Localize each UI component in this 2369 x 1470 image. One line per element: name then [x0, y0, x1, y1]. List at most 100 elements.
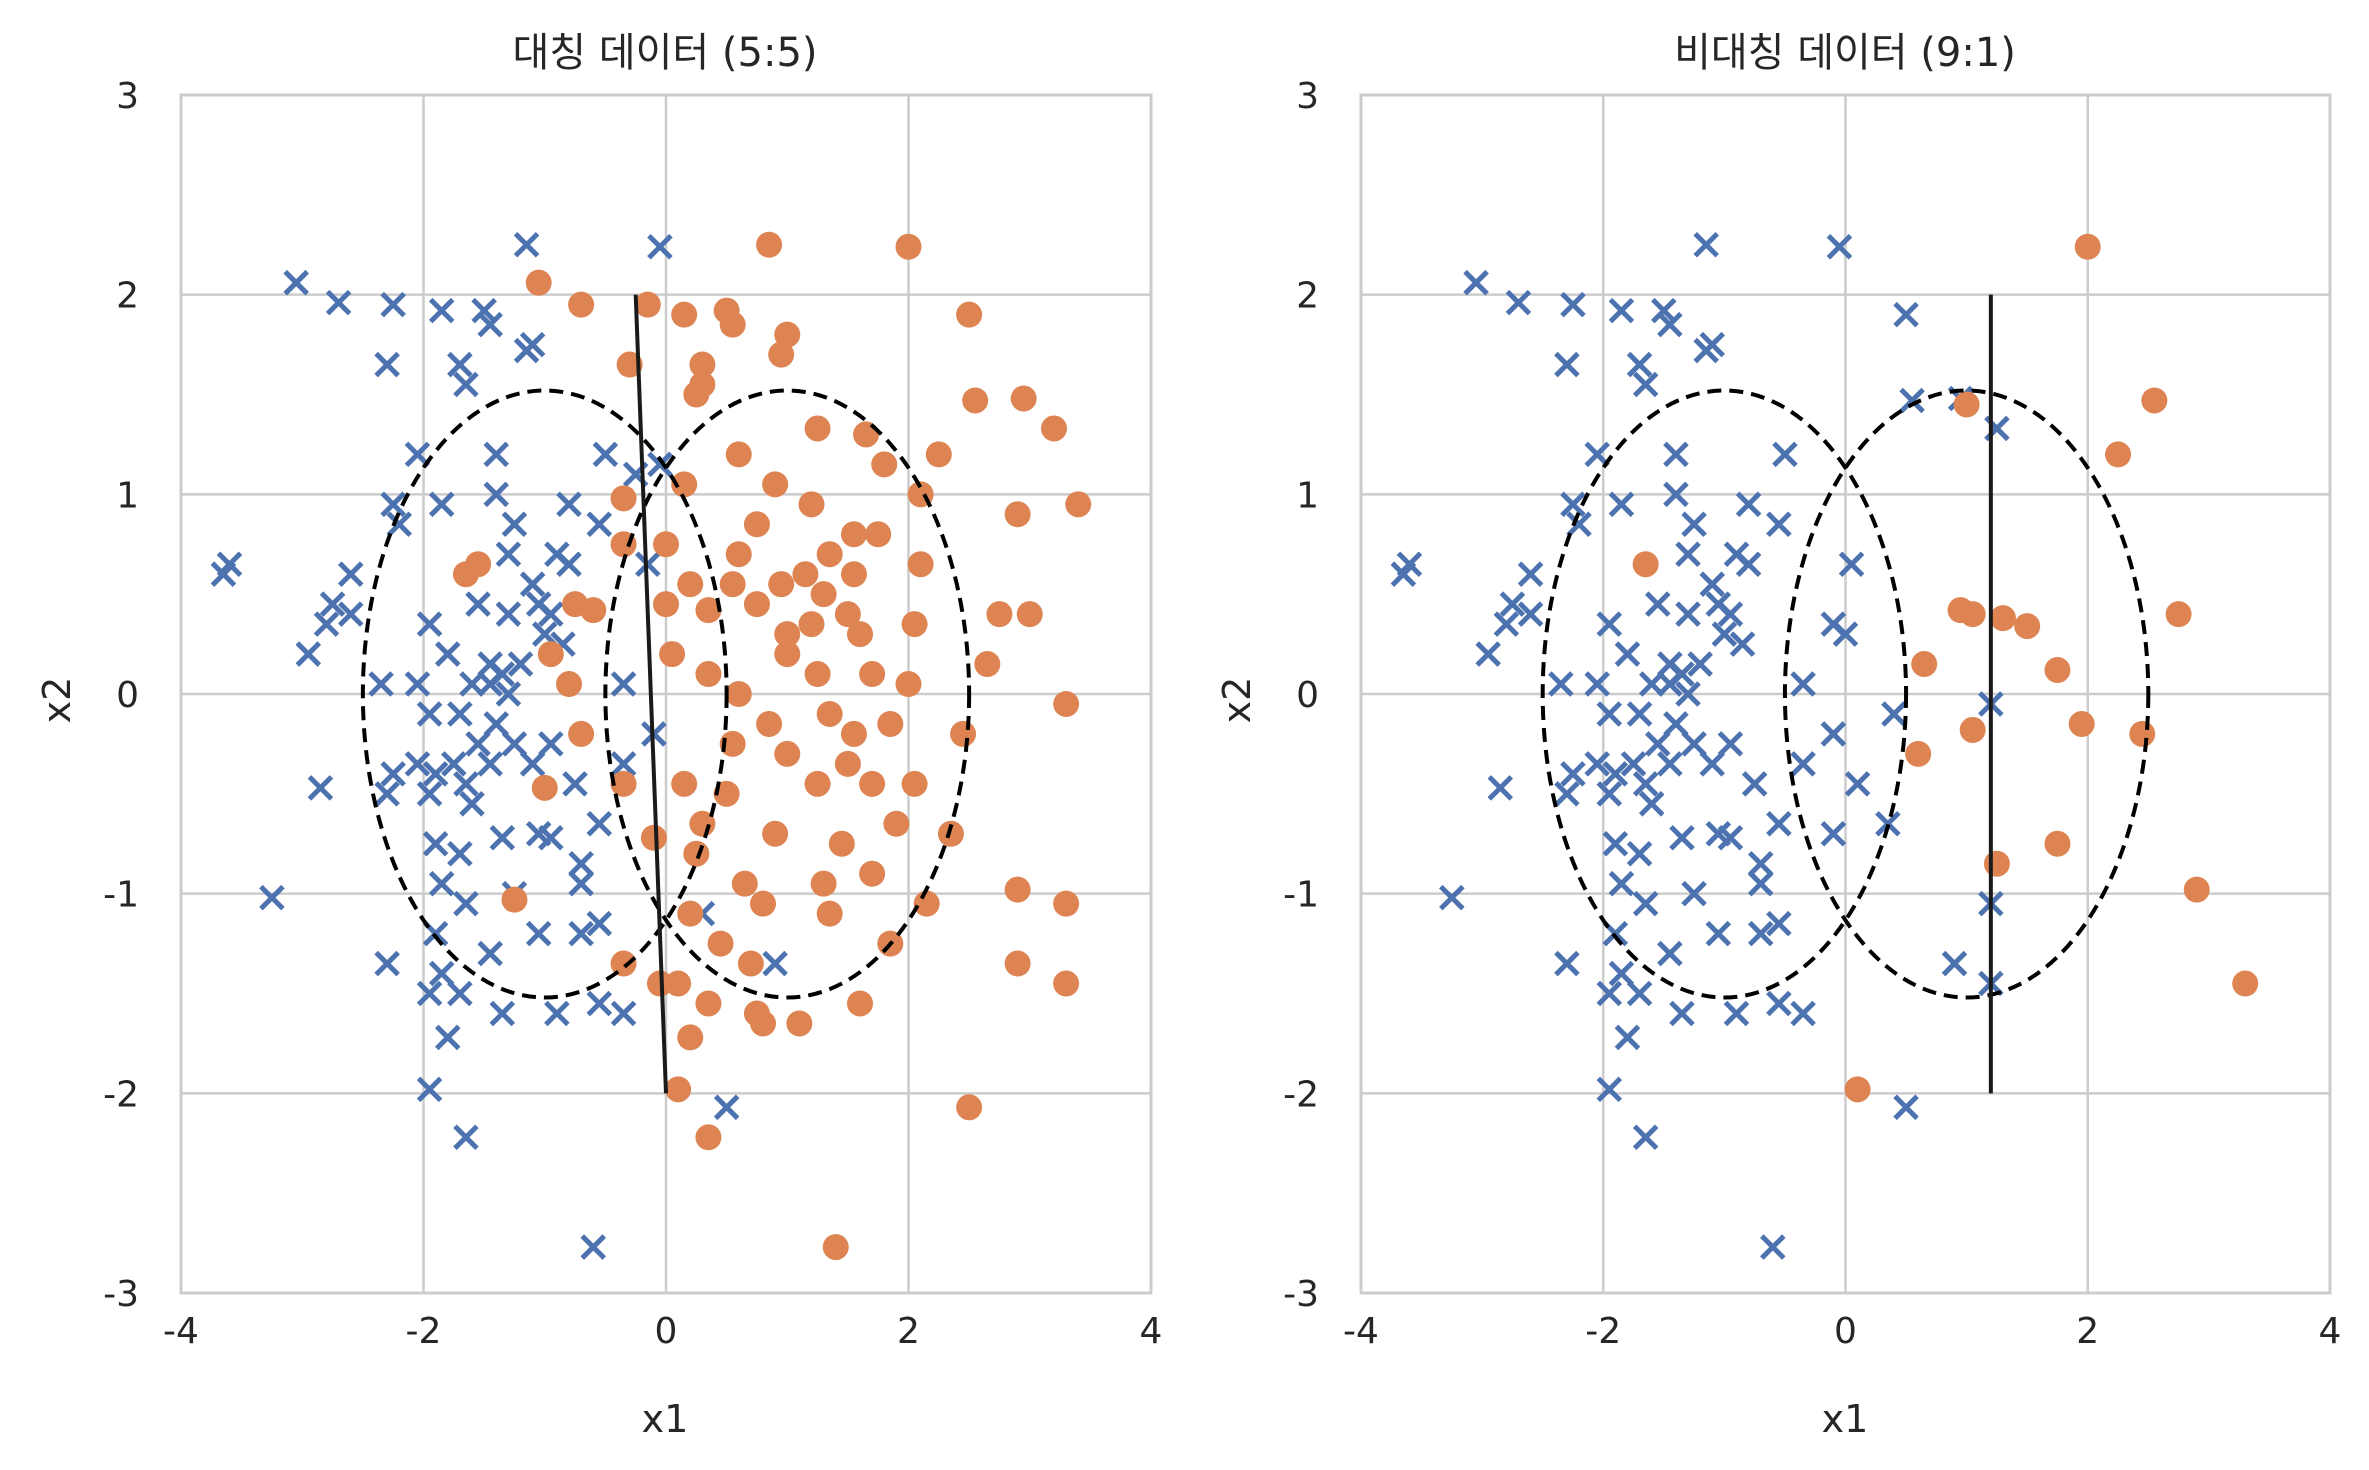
left-point-class0-x: [459, 791, 485, 817]
left-point-class1-dot: [677, 1024, 704, 1051]
left-point-class1-dot: [671, 301, 698, 328]
right-point-class0-x: [1614, 1024, 1641, 1051]
right-point-class0-x: [1699, 751, 1726, 777]
right-x-axis-label: x1: [1822, 1397, 1869, 1441]
left-y-tick-label: 1: [116, 475, 139, 516]
right-point-class0-x: [1838, 551, 1865, 577]
left-point-class0-x: [380, 291, 406, 318]
right-point-class0-x: [1717, 824, 1744, 851]
left-point-class1-dot: [840, 521, 867, 548]
left-point-class0-x: [489, 1000, 516, 1027]
right-point-class0-x: [1554, 351, 1580, 378]
left-point-class0-x: [610, 671, 637, 697]
left-point-class0-x: [337, 561, 364, 587]
right-point-class0-x: [1626, 980, 1653, 1007]
right-point-class0-x: [1669, 1000, 1695, 1027]
right-point-class0-x: [1596, 611, 1623, 637]
left-point-class1-dot: [859, 860, 886, 887]
left-point-class1-dot: [1053, 970, 1080, 997]
right-point-class0-x: [1711, 621, 1738, 647]
left-point-class1-dot: [653, 531, 679, 558]
left-point-class0-x: [380, 761, 406, 787]
left-point-class0-x: [489, 824, 516, 851]
right-y-tick-label: 0: [1296, 675, 1319, 716]
left-point-class1-dot: [792, 561, 819, 588]
right-point-class1-dot: [1953, 391, 1980, 418]
left-point-class0-x: [562, 771, 588, 797]
left-point-class1-dot: [750, 1010, 776, 1037]
right-point-class0-x: [1747, 850, 1774, 877]
right-point-class0-x: [1747, 870, 1774, 897]
right-point-class1-dot: [1959, 716, 1986, 743]
left-point-class0-x: [519, 571, 546, 597]
right-y-tick-label: 2: [1296, 276, 1319, 317]
right-point-class0-x: [1723, 1000, 1750, 1027]
right-point-class0-x: [1681, 731, 1707, 757]
left-point-class1-dot: [810, 581, 837, 608]
right-point-class0-x: [1548, 671, 1574, 697]
left-x-tick-label: -4: [163, 1311, 199, 1352]
left-point-class0-x: [404, 671, 431, 697]
right-point-class1-dot: [1632, 551, 1659, 578]
left-point-class1-dot: [768, 571, 795, 598]
right-y-tick-label: -3: [1283, 1274, 1319, 1315]
left-point-class0-x: [477, 751, 503, 777]
right-point-class0-x: [1602, 830, 1629, 857]
left-points-layer: [210, 231, 1092, 1261]
left-point-class0-x: [368, 671, 394, 697]
left-point-class0-x: [259, 884, 285, 911]
left-point-class1-dot: [822, 1234, 849, 1261]
left-point-class1-dot: [986, 601, 1013, 628]
left-point-class1-dot: [1004, 950, 1031, 977]
right-y-tick-label: 3: [1296, 76, 1319, 117]
left-point-class1-dot: [956, 1094, 983, 1121]
left-point-class1-dot: [859, 770, 886, 797]
left-point-class1-dot: [731, 870, 758, 897]
right-point-class0-x: [1681, 880, 1707, 907]
right-point-class0-x: [1693, 337, 1719, 364]
left-point-class1-dot: [925, 441, 952, 468]
left-point-class0-x: [428, 960, 455, 987]
left-point-class0-x: [713, 1094, 740, 1121]
right-point-class0-x: [1790, 1000, 1816, 1027]
left-point-class0-x: [374, 950, 400, 977]
left-point-class0-x: [447, 980, 473, 1007]
left-point-class1-dot: [853, 421, 880, 448]
right-x-tick-label: 4: [2319, 1311, 2342, 1352]
left-y-tick-label: 2: [116, 276, 139, 317]
right-point-class0-x: [1608, 960, 1635, 987]
right-point-class0-x: [1729, 631, 1756, 657]
left-point-class1-dot: [847, 621, 873, 648]
right-point-class0-x: [1760, 1234, 1786, 1260]
right-point-class0-x: [1899, 387, 1925, 414]
right-point-class0-x: [1766, 990, 1792, 1017]
left-point-class0-x: [568, 870, 594, 897]
left-point-class0-x: [447, 840, 473, 867]
left-point-class1-dot: [810, 870, 837, 897]
left-point-class1-dot: [798, 611, 825, 638]
right-point-class0-x: [1596, 1076, 1623, 1103]
right-point-class0-x: [1772, 441, 1798, 468]
left-point-class1-dot: [465, 551, 492, 578]
right-point-class0-x: [1608, 491, 1635, 518]
left-point-class1-dot: [834, 601, 861, 628]
left-point-class1-dot: [671, 770, 698, 797]
right-point-class0-x: [1487, 775, 1514, 801]
right-point-class0-x: [1675, 601, 1701, 627]
left-point-class1-dot: [1041, 415, 1067, 442]
left-point-class0-x: [404, 751, 431, 777]
left-point-class1-dot: [816, 700, 843, 727]
left-point-class0-x: [210, 561, 237, 587]
right-point-class0-x: [1632, 890, 1659, 917]
left-point-class1-dot: [786, 1010, 813, 1037]
right-x-tick-label: -2: [1585, 1311, 1621, 1352]
left-point-class0-x: [544, 1000, 570, 1027]
right-point-class0-x: [1875, 811, 1901, 837]
left-point-class0-x: [386, 511, 413, 538]
left-point-class1-dot: [568, 720, 595, 747]
left-point-class0-x: [592, 441, 619, 468]
right-point-class0-x: [1826, 233, 1853, 260]
right-point-class0-x: [1663, 481, 1689, 508]
left-point-class1-dot: [725, 681, 752, 707]
right-y-tick-label: -1: [1283, 875, 1319, 916]
